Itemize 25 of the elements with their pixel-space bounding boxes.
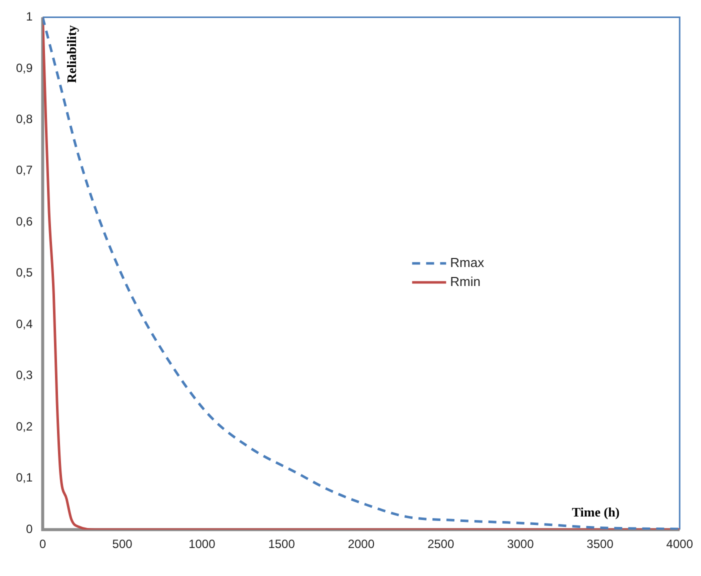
y-tick-label: 0 [26,522,33,536]
x-tick-label: 3500 [586,537,614,552]
y-tick-label: 0,3 [16,368,33,382]
legend-label: Rmax [450,254,485,270]
x-tick-label: 1000 [188,537,216,552]
y-tick-label: 0,5 [16,266,33,280]
x-tick-label: 2500 [427,537,454,552]
y-tick-label: 0,1 [16,470,33,485]
y-tick-label: 0,2 [16,419,33,434]
legend-label: Rmin [450,274,480,289]
y-tick-label: 0,8 [16,112,33,126]
x-tick-label: 3000 [507,537,534,552]
x-tick-label: 500 [112,537,133,552]
y-tick-label: 0,6 [16,214,33,228]
y-tick-label: 0,4 [16,316,33,331]
x-axis-title: Time (h) [572,504,620,520]
line-series [42,17,680,530]
x-tick-label: 2000 [348,537,375,552]
y-tick-label: 0,7 [16,163,33,178]
y-axis-title: Reliability [64,24,80,83]
y-tick-label: 1 [26,10,33,24]
x-tick-label: 1500 [268,537,296,552]
x-tick-label: 4000 [666,537,694,552]
y-tick-label: 0,9 [16,60,33,75]
x-tick-label: 0 [39,537,46,552]
